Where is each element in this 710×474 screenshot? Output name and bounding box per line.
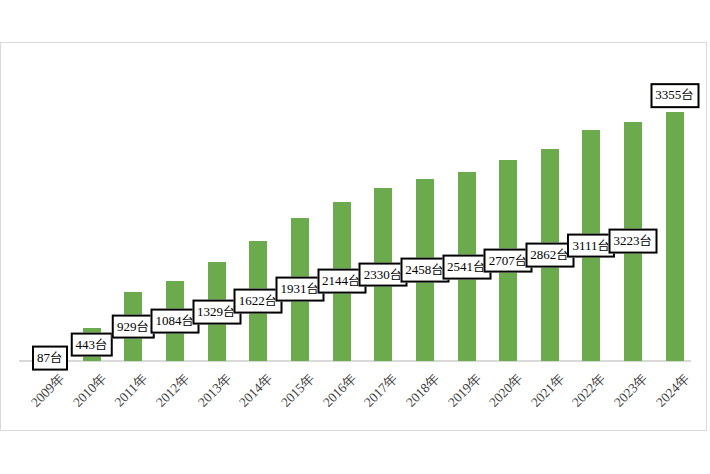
data-label-box: 3223台 [609,229,658,254]
page: 87台443台929台1084台1329台1622台1931台2144台2330… [0,0,710,474]
bar-2024年 [666,112,684,361]
data-label-box: 3355台 [650,83,699,108]
bar-chart-plot-area: 87台443台929台1084台1329台1622台1931台2144台2330… [1,43,706,430]
data-label-box: 87台 [32,345,68,370]
chart-frame: 87台443台929台1084台1329台1622台1931台2144台2330… [0,42,707,431]
data-label-box: 929台 [112,314,155,339]
data-label-box: 443台 [70,332,113,357]
